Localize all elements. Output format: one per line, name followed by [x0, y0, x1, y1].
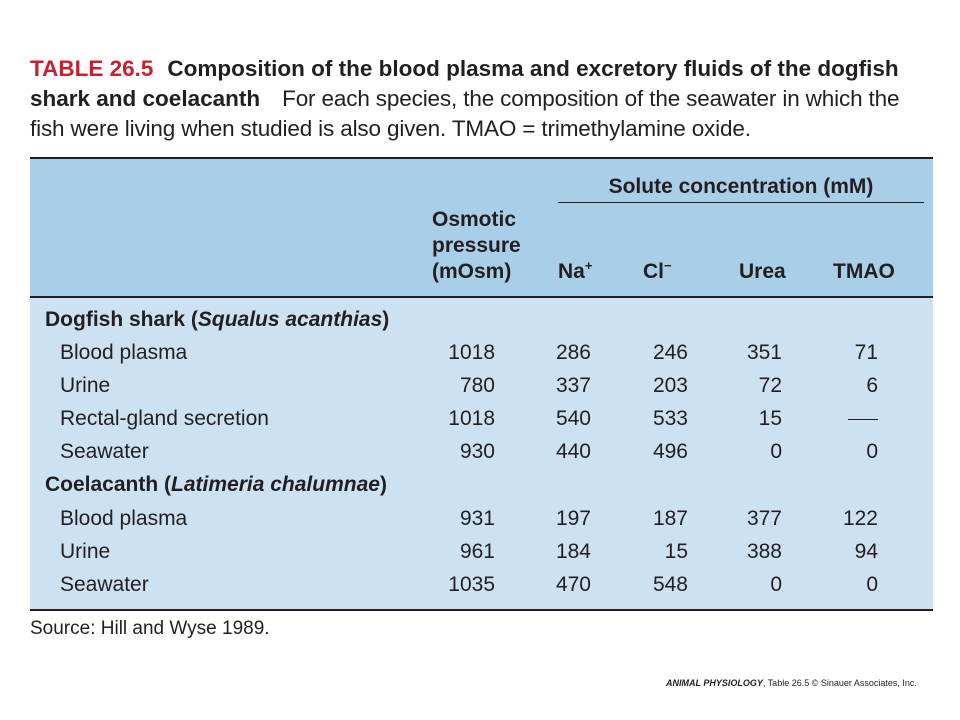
row-label: Seawater [60, 440, 149, 463]
cell-osmotic: 930 [459, 440, 495, 463]
cell-na: 440 [555, 440, 591, 463]
chloride-header: Cl− [643, 259, 672, 285]
table-header: Solute concentration (mM) Osmotic pressu… [30, 159, 933, 298]
table-caption: TABLE 26.5 Composition of the blood plasm… [30, 54, 935, 144]
cell-cl: 15 [664, 540, 688, 563]
credit-text: , Table 26.5 © Sinauer Associates, Inc. [762, 678, 917, 688]
row-label: Urine [60, 540, 111, 563]
table-number: TABLE 26.5 [30, 56, 154, 81]
chloride-header-sup: − [664, 258, 672, 273]
cell-osmotic: 1018 [448, 407, 495, 430]
cell-cl: 496 [652, 440, 688, 463]
publisher-credit: ANIMAL PHYSIOLOGY, Table 26.5 © Sinauer … [666, 678, 931, 688]
species-name: Latimeria chalumnae [171, 473, 380, 496]
species-name: Squalus acanthias [197, 308, 383, 331]
table-row: Blood plasma 1018 286 246 351 71 [30, 336, 933, 369]
group-name: Coelacanth [45, 473, 159, 496]
cell-na: 470 [555, 573, 591, 596]
not-measured-dash [848, 419, 878, 420]
table-row: Seawater 1035 470 548 0 0 [30, 568, 933, 601]
cell-cl: 533 [652, 407, 688, 430]
composition-table: Solute concentration (mM) Osmotic pressu… [30, 157, 933, 611]
cell-na: 197 [555, 507, 591, 530]
cell-cl: 187 [652, 507, 688, 530]
cell-urea: 377 [746, 507, 782, 530]
chloride-header-text: Cl [643, 260, 664, 283]
cell-tmao: 6 [866, 374, 878, 397]
group-row-coelacanth: Coelacanth (Latimeria chalumnae) [30, 468, 933, 501]
table-row: Blood plasma 931 197 187 377 122 [30, 502, 933, 535]
group-name: Dogfish shark [45, 308, 186, 331]
table-row: Urine 961 184 15 388 94 [30, 535, 933, 568]
cell-na: 337 [555, 374, 591, 397]
cell-osmotic: 961 [459, 540, 495, 563]
table-body: Dogfish shark (Squalus acanthias) Blood … [30, 298, 933, 609]
cell-urea: 15 [758, 407, 782, 430]
row-label: Seawater [60, 573, 149, 596]
solute-concentration-label: Solute concentration (mM) [608, 175, 874, 198]
table-title: Composition of the blood plasma and excr… [30, 56, 899, 111]
cell-urea: 0 [770, 440, 782, 463]
source-note: Source: Hill and Wyse 1989. [30, 618, 270, 639]
urea-header: Urea [739, 260, 786, 283]
row-label: Blood plasma [60, 507, 188, 530]
table-row: Seawater 930 440 496 0 0 [30, 435, 933, 468]
cell-tmao: 71 [854, 341, 878, 364]
cell-cl: 548 [652, 573, 688, 596]
osmotic-header-line3: (mOsm) [432, 260, 512, 283]
sodium-header: Na+ [558, 259, 592, 285]
cell-tmao: 0 [866, 440, 878, 463]
row-label: Blood plasma [60, 341, 188, 364]
tmao-header: TMAO [833, 260, 895, 283]
cell-osmotic: 931 [459, 507, 495, 530]
row-label: Rectal-gland secretion [60, 407, 269, 430]
group-row-dogfish: Dogfish shark (Squalus acanthias) [30, 303, 933, 336]
table-row: Urine 780 337 203 72 6 [30, 369, 933, 402]
cell-urea: 0 [770, 573, 782, 596]
sodium-header-text: Na [558, 260, 585, 283]
table-description: For each species, the composition of the… [30, 86, 900, 141]
cell-tmao: 0 [866, 573, 878, 596]
osmotic-header-line2: pressure [432, 234, 521, 257]
cell-tmao: 94 [854, 540, 878, 563]
cell-urea: 351 [746, 341, 782, 364]
cell-urea: 388 [746, 540, 782, 563]
cell-na: 184 [555, 540, 591, 563]
cell-osmotic: 1035 [448, 573, 495, 596]
group-label: Dogfish shark (Squalus acanthias) [45, 308, 390, 331]
cell-cl: 203 [652, 374, 688, 397]
cell-na: 286 [555, 341, 591, 364]
cell-cl: 246 [652, 341, 688, 364]
cell-osmotic: 1018 [448, 341, 495, 364]
sodium-header-sup: + [584, 258, 593, 273]
group-label: Coelacanth (Latimeria chalumnae) [45, 473, 387, 496]
cell-osmotic: 780 [459, 374, 495, 397]
cell-na: 540 [555, 407, 591, 430]
row-label: Urine [60, 374, 111, 397]
solute-concentration-header: Solute concentration (mM) [558, 175, 924, 199]
spanner-rule [558, 202, 924, 203]
cell-urea: 72 [758, 374, 782, 397]
cell-tmao: 122 [842, 507, 878, 530]
table-row: Rectal-gland secretion 1018 540 533 15 [30, 402, 933, 435]
osmotic-header-line1: Osmotic [432, 208, 517, 231]
book-title: ANIMAL PHYSIOLOGY [666, 678, 763, 688]
osmotic-pressure-header: Osmotic pressure (mOsm) [432, 207, 552, 285]
